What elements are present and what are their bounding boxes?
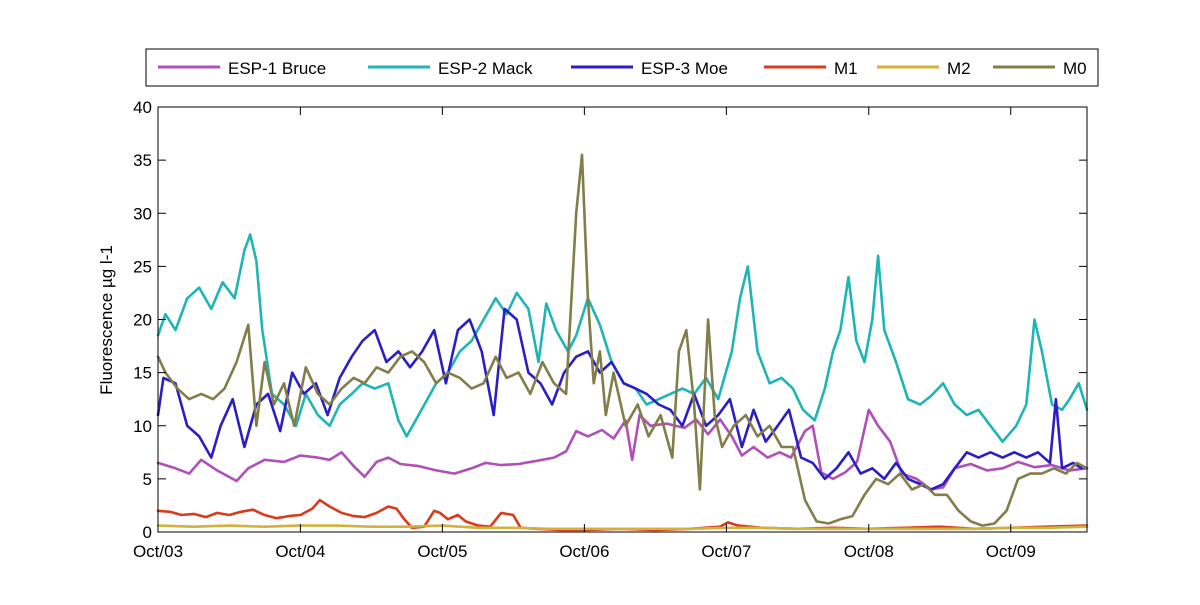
y-tick-label: 20 <box>133 311 152 330</box>
series-line-esp-1-bruce <box>156 408 1089 491</box>
legend: ESP-1 Bruce ESP-2 Mack ESP-3 Moe M1 M2 M0 <box>145 48 1099 87</box>
y-tick-label: 15 <box>133 364 152 383</box>
y-tick-label: 35 <box>133 151 152 170</box>
series-layer <box>156 153 1089 532</box>
y-tick-label: 25 <box>133 257 152 276</box>
legend-label: ESP-3 Moe <box>641 59 728 78</box>
legend-box <box>145 48 1099 87</box>
x-tick-label: Oct/09 <box>986 542 1036 561</box>
plot-frame <box>157 106 1088 533</box>
x-tick-label: Oct/03 <box>133 542 183 561</box>
series-line-esp-3-moe <box>156 307 1083 491</box>
y-tick-label: 5 <box>143 470 152 489</box>
x-axis: Oct/03 Oct/04 Oct/05 Oct/06 Oct/07 Oct/08 Oct/… <box>133 107 1036 561</box>
legend-label: M1 <box>834 59 858 78</box>
x-tick-label: Oct/08 <box>844 542 894 561</box>
legend-label: M2 <box>947 59 971 78</box>
series-line-m2 <box>156 524 1089 531</box>
series-line-m0 <box>156 153 1089 527</box>
y-tick-label: 0 <box>143 523 152 542</box>
legend-label: M0 <box>1063 59 1087 78</box>
legend-label: ESP-2 Mack <box>438 59 533 78</box>
y-tick-label: 30 <box>133 204 152 223</box>
y-axis-label: Fluorescence µg l-1 <box>97 245 116 395</box>
x-tick-label: Oct/07 <box>701 542 751 561</box>
y-axis: 0 5 10 15 20 25 30 35 40 <box>133 98 1087 542</box>
legend-label: ESP-1 Bruce <box>228 59 326 78</box>
x-tick-label: Oct/04 <box>275 542 325 561</box>
y-tick-label: 40 <box>133 98 152 117</box>
y-tick-label: 10 <box>133 417 152 436</box>
x-tick-label: Oct/05 <box>417 542 467 561</box>
x-tick-label: Oct/06 <box>559 542 609 561</box>
